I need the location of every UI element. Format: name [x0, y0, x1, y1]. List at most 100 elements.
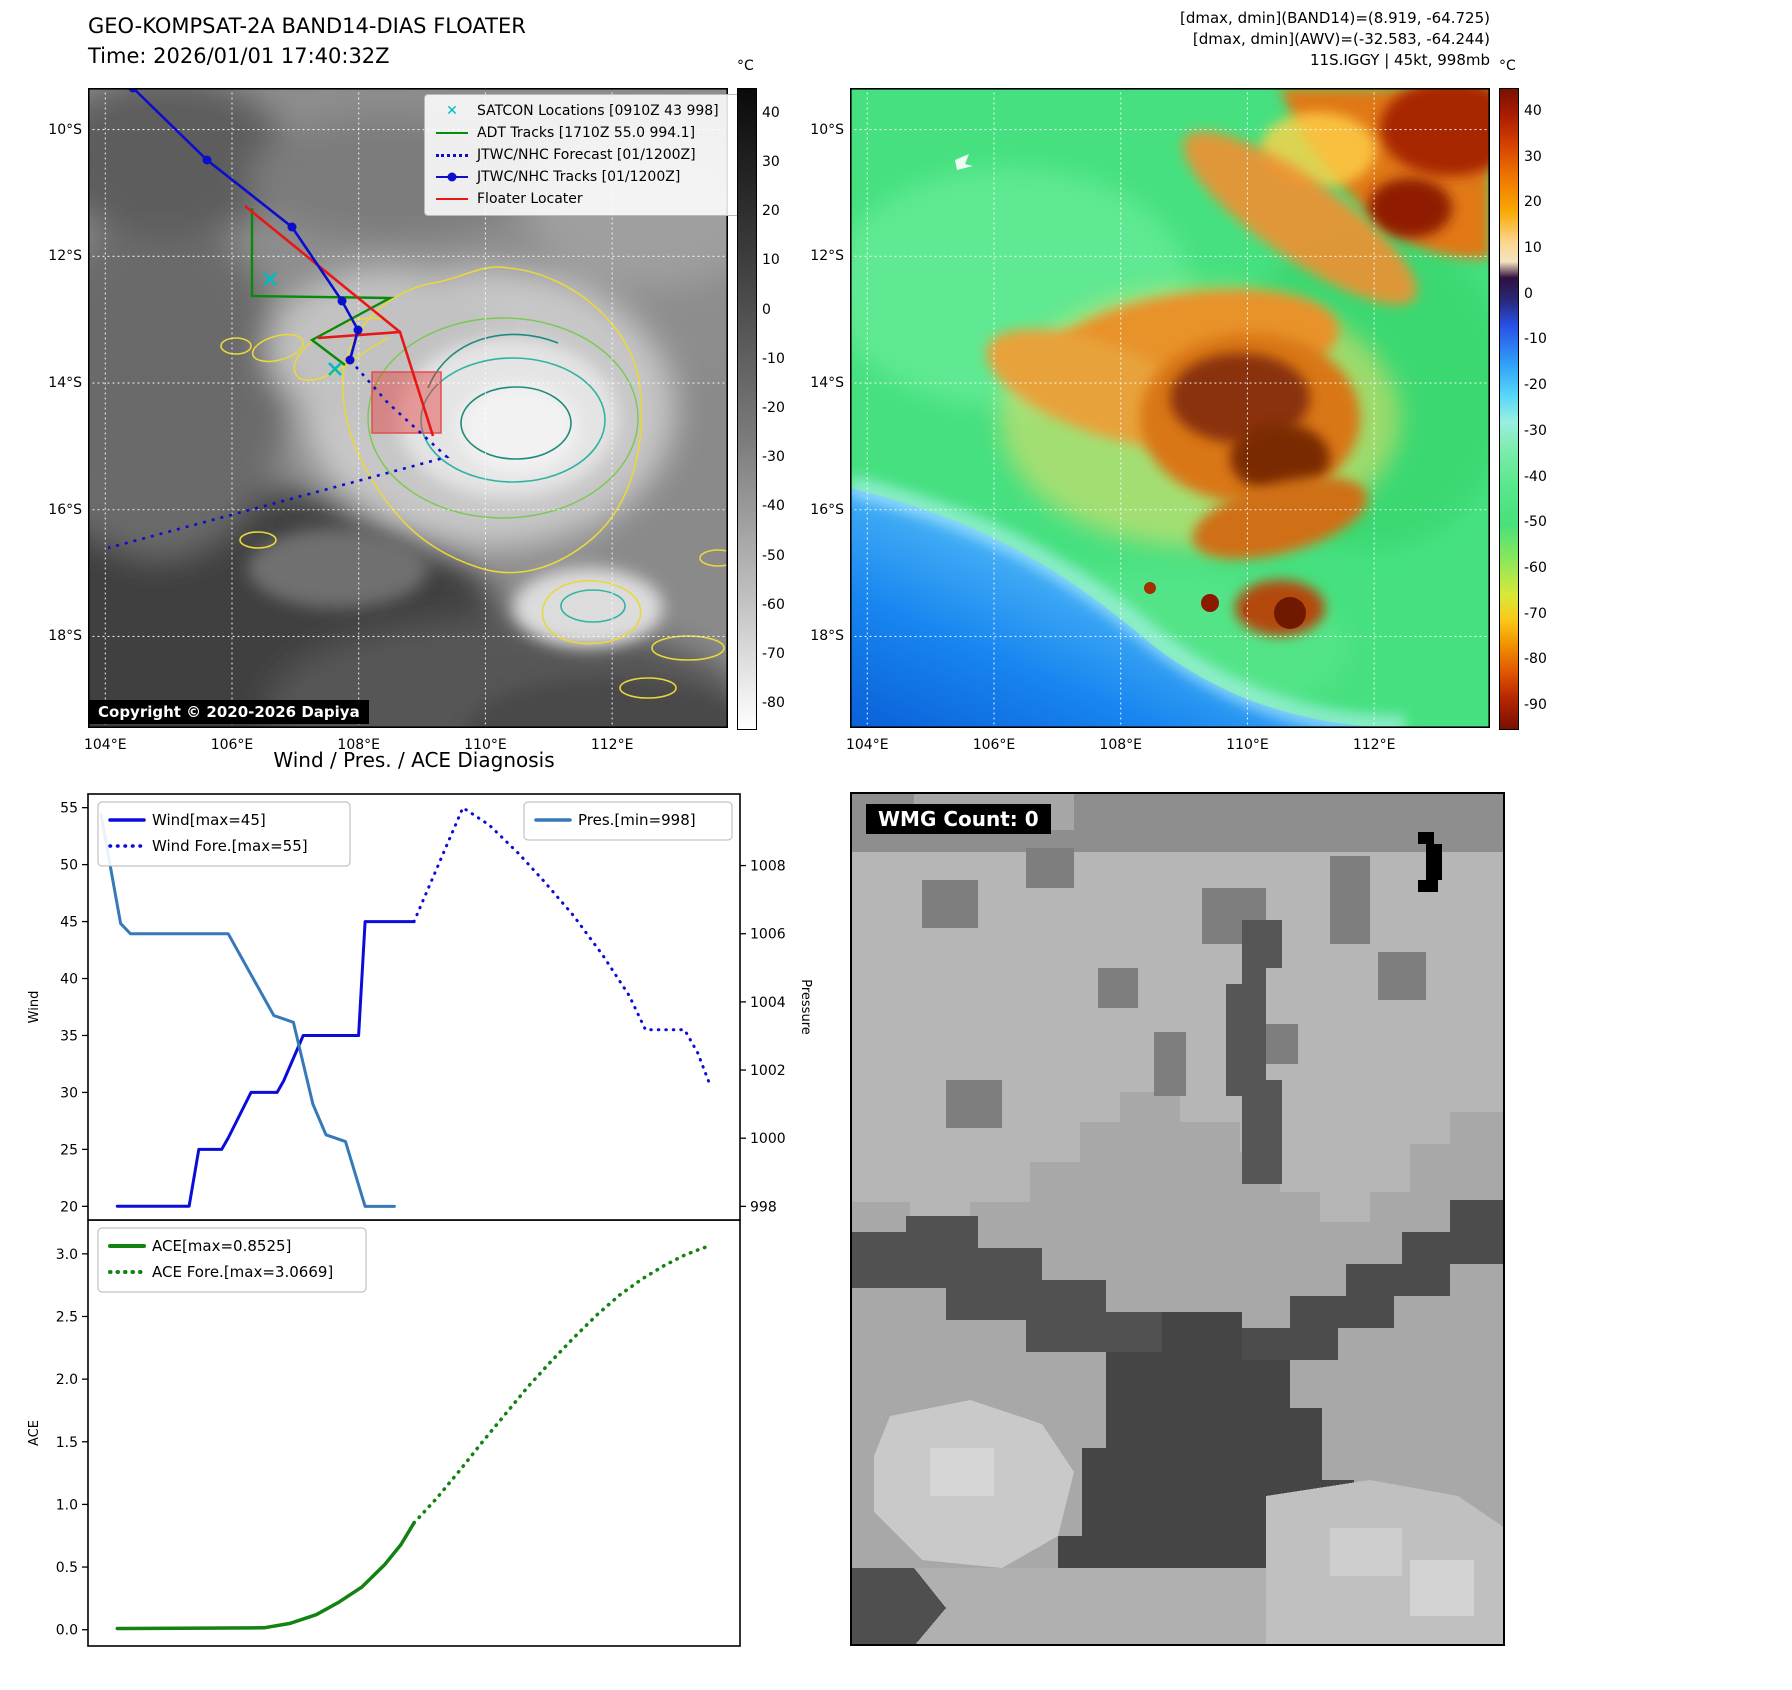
awv-enhanced-map: [850, 88, 1490, 728]
awv-colorbar: [1499, 88, 1519, 730]
ace-chart: 0.0 0.5 1.0 1.5 2.0 2.5 3.0 ACE ACE[max=0.8525] A…: [27, 1220, 741, 1647]
y-tick-label: 0.5: [56, 1560, 78, 1576]
colorbar-tick-label: 30: [762, 153, 780, 170]
jtwc-track-line: [128, 88, 363, 365]
legend-label: JTWC/NHC Forecast [01/1200Z]: [477, 147, 696, 163]
dmax-dmin-awv: [dmax, dmin](AWV)=(-32.583, -64.244): [1192, 30, 1490, 48]
y-tick-label: 20: [60, 1199, 78, 1215]
series-ace-fore-max-3-0669-: [412, 1243, 713, 1525]
map-legend: ✕ SATCON Locations [0910Z 43 998] ADT Trac…: [424, 94, 744, 216]
colorbar-tick-label: -50: [762, 547, 785, 564]
legend-entry-label: Wind Fore.[max=55]: [152, 837, 308, 855]
colorbar-tick-label: -10: [762, 350, 785, 367]
colorbar-tick-label: -30: [1524, 422, 1547, 439]
glider-marker: [955, 154, 973, 170]
band14-title: GEO-KOMPSAT-2A BAND14-DIAS FLOATER: [88, 14, 526, 38]
warm-spots: [1144, 580, 1325, 636]
colorbar-tick-label: -20: [1524, 377, 1547, 394]
y2-tick-label: 1008: [750, 859, 786, 875]
lon-tick-label: 106°E: [210, 737, 254, 753]
wmg-count-badge: WMG Count: 0: [866, 804, 1051, 834]
y-axis-label: ACE: [27, 1420, 42, 1446]
legend-item: JTWC/NHC Tracks [01/1200Z]: [433, 166, 735, 188]
colorbar-tick-label: 20: [762, 203, 780, 220]
wmg-classification-map: [850, 792, 1505, 1646]
wind-pressure-chart: 20 25 30 35 40 45 50 55 Wind 998 1000 1002 1004 1006 1…: [27, 793, 813, 1221]
diagnosis-title: Wind / Pres. / ACE Diagnosis: [273, 748, 555, 772]
y2-tick-label: 1004: [750, 995, 786, 1011]
legend-item: JTWC/NHC Forecast [01/1200Z]: [433, 144, 735, 166]
ocean-fringe: [850, 475, 1406, 728]
floater-marker-icon: [433, 188, 471, 210]
map-border: [88, 88, 728, 728]
colorbar-tick-label: -40: [762, 498, 785, 515]
yellow-contours: [220, 266, 728, 699]
colorbar-tick-label: -20: [762, 400, 785, 416]
floater-region-box: [371, 371, 442, 434]
legend-entry-label: Wind[max=45]: [152, 811, 266, 829]
colorbar-tick-label: 10: [1524, 240, 1542, 256]
lat-tick-label: 14°S: [810, 375, 844, 392]
colorbar-tick-label: -80: [762, 695, 785, 712]
legend-item: ✕ SATCON Locations [0910Z 43 998]: [433, 100, 735, 122]
lon-tick-label: 112°E: [590, 737, 634, 753]
teal-contours: [420, 333, 626, 623]
chart-legend: [97, 1227, 367, 1293]
gray-patches: [922, 848, 1426, 1128]
series-ace-max-0-8525-: [115, 1521, 416, 1631]
y-tick-label: 55: [60, 801, 78, 817]
legend-label: JTWC/NHC Tracks [01/1200Z]: [477, 169, 681, 185]
y-tick-label: 2.0: [56, 1372, 78, 1388]
storm-id-intensity: 11S.IGGY | 45kt, 998mb: [1309, 51, 1490, 69]
dark-strip: [1226, 920, 1282, 1184]
dmax-dmin-band14: [dmax, dmin](BAND14)=(8.919, -64.725): [1179, 9, 1490, 27]
y-tick-label: 25: [60, 1142, 78, 1158]
green-contours: [367, 317, 639, 519]
colorbar-tick-label: -70: [1524, 605, 1547, 622]
lon-tick-label: 108°E: [337, 737, 380, 753]
jtwc-marker-icon: [433, 166, 471, 188]
forecast-marker-icon: [433, 144, 471, 166]
lon-tick-label: 110°E: [1226, 737, 1269, 753]
lat-tick-label: 18°S: [810, 628, 844, 645]
lat-tick-label: 16°S: [810, 501, 844, 518]
legend-entry-label: ACE[max=0.8525]: [152, 1237, 291, 1255]
lon-tick-label: 108°E: [1099, 737, 1142, 753]
legend-item: Floater Locater: [433, 188, 735, 210]
copyright-label: Copyright © 2020-2026 Dapiya: [89, 700, 369, 724]
lon-tick-label: 112°E: [1352, 737, 1396, 753]
dark-left-arm: [850, 1216, 1162, 1376]
ir-cloud-cores: [248, 338, 728, 728]
colorbar-unit-tl: °C: [737, 58, 754, 74]
colorbar-tick-label: -60: [1524, 560, 1547, 576]
colorbar-tick-label: -80: [1524, 651, 1547, 668]
legend-item: ADT Tracks [1710Z 55.0 994.1]: [433, 122, 735, 144]
plot-border: [87, 1220, 741, 1647]
y-tick-label: 35: [60, 1028, 78, 1044]
colorbar-tick-label: -60: [762, 596, 785, 613]
band14-colorbar: [737, 88, 757, 730]
y-tick-label: 1.0: [56, 1497, 78, 1513]
awv-header: [dmax, dmin](BAND14)=(8.919, -64.725) [d…: [990, 8, 1490, 71]
y-tick-label: 2.5: [56, 1309, 78, 1325]
y-tick-label: 0.0: [56, 1623, 78, 1639]
colorbar-tick-label: 20: [1524, 194, 1542, 211]
lat-tick-label: 12°S: [810, 248, 844, 265]
legend-label: SATCON Locations [0910Z 43 998]: [477, 103, 719, 119]
series-pres-min-998-: [99, 812, 396, 1208]
colorbar-tick-label: -70: [762, 646, 785, 663]
satcon-markers: [263, 272, 342, 376]
chart-legend: [523, 801, 733, 841]
adt-track-line: [250, 208, 395, 366]
y-axis-label: Wind: [27, 991, 42, 1024]
jtwc-forecast-line: [107, 359, 450, 550]
series-wind-max-45-: [115, 920, 416, 1208]
y2-axis-label: Pressure: [798, 979, 813, 1035]
colorbar-tick-label: -50: [1524, 514, 1547, 531]
map-border: [850, 88, 1490, 728]
y2-tick-label: 998: [750, 1199, 777, 1215]
y-tick-label: 50: [60, 858, 78, 874]
colorbar-tick-label: -90: [1524, 697, 1547, 714]
colorbar-tick-label: 0: [762, 301, 771, 318]
